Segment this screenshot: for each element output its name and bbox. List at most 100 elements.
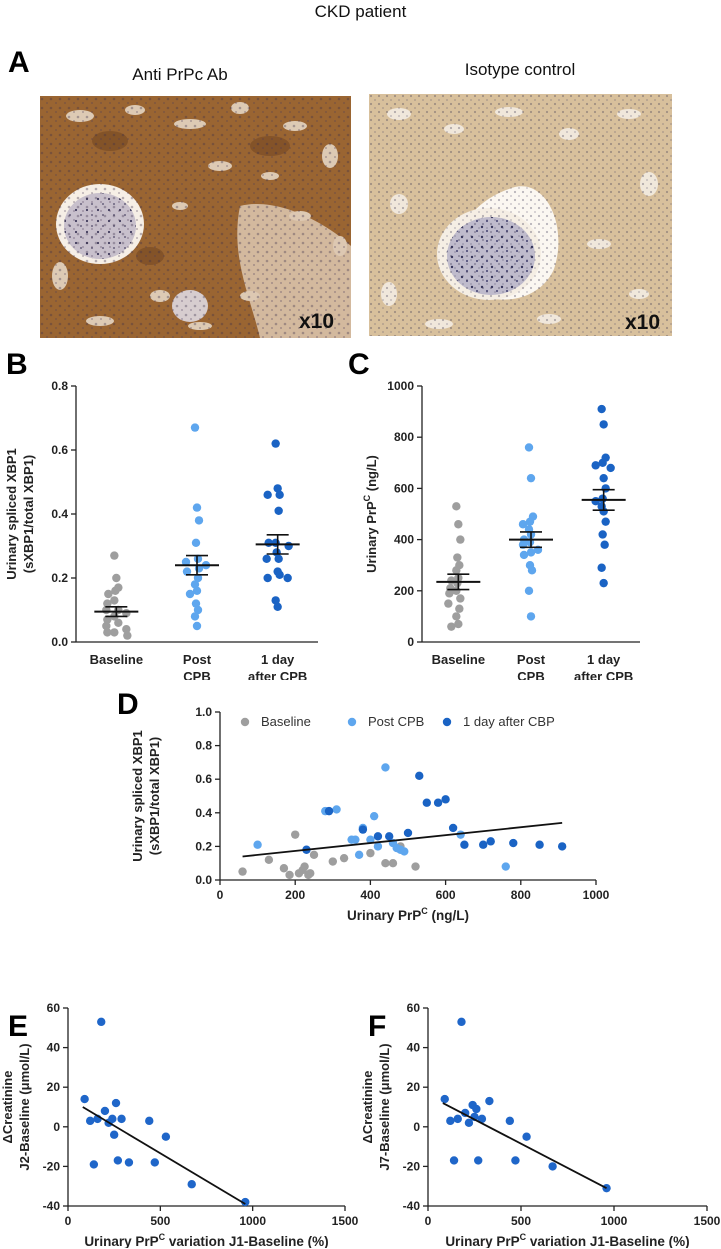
y-tick-label: 0.8: [51, 379, 68, 393]
panel-c-label: C: [348, 348, 370, 381]
data-point: [187, 1180, 196, 1189]
data-point: [597, 404, 606, 414]
y-axis-label-line1: ΔCreatinine: [360, 1071, 375, 1144]
y-tick-label: 0.0: [51, 635, 68, 649]
x-axis-label: Urinary PrPC variation J1-Baseline (%): [84, 1232, 328, 1248]
y-tick-label: 800: [394, 430, 414, 444]
category-label-line2: after CPB: [574, 669, 633, 680]
panel-a-label: A: [8, 46, 30, 79]
y-axis-label-line1: Urinary spliced XBP1: [4, 448, 19, 580]
data-point: [110, 628, 119, 637]
y-axis-label-line2: J2-Baseline (μmol/L): [17, 1043, 32, 1170]
y-tick-label: 0.4: [51, 507, 68, 521]
data-point: [190, 423, 200, 432]
chart-f: -40 -20 0 20 40 60 0 500 1000 1500 ΔCreatinine J7-B…: [360, 1001, 720, 1248]
data-point: [263, 490, 272, 499]
data-point: [415, 771, 424, 781]
histology-isotype-drawing: [369, 94, 672, 336]
data-point: [273, 484, 282, 493]
data-point: [524, 443, 534, 452]
data-point: [354, 850, 364, 859]
y-axis-label-mu: μ: [377, 1082, 392, 1090]
x-tick-label: 1000: [601, 1214, 628, 1228]
data-point: [104, 589, 113, 599]
data-point: [161, 1132, 171, 1141]
y-axis-label-line2: J7-Baseline (μmol/L): [377, 1043, 392, 1170]
data-point: [263, 573, 272, 583]
data-point: [599, 507, 608, 516]
data-point: [358, 825, 368, 834]
y-axis-label-line1: Urinary spliced XBP1: [130, 730, 145, 862]
data-point: [112, 573, 121, 583]
y-tick-label: -20: [403, 1159, 421, 1173]
x-tick-label: 1000: [583, 888, 610, 902]
data-point: [501, 862, 510, 871]
chart-c: 0 200 400 600 800 1000 Urinary PrPC (ng/L) Base…: [362, 379, 640, 680]
data-point: [351, 835, 360, 844]
y-tick-label: 20: [407, 1080, 421, 1094]
data-point: [366, 848, 375, 858]
data-point: [110, 551, 119, 560]
data-point: [456, 594, 465, 603]
data-point: [192, 503, 202, 512]
data-point: [111, 1098, 121, 1108]
data-point: [449, 1156, 459, 1165]
data-point: [190, 580, 200, 589]
data-point: [472, 1104, 481, 1114]
data-point: [422, 798, 431, 807]
x-tick-label: 400: [360, 888, 380, 902]
y-axis-label-main: Urinary PrP: [364, 501, 379, 573]
y-axis-label-unit-prefix: J7-Baseline (: [377, 1090, 392, 1171]
x-tick-label: 1000: [239, 1214, 266, 1228]
data-point: [600, 540, 609, 549]
data-point: [455, 604, 464, 613]
data-point: [275, 570, 284, 579]
data-point: [509, 838, 518, 848]
y-axis-label-superscript: C: [362, 494, 372, 501]
x-tick-label: 500: [511, 1214, 531, 1228]
data-point: [306, 869, 315, 878]
data-point: [103, 599, 112, 608]
data-point: [433, 798, 443, 807]
data-point: [526, 548, 536, 557]
data-point: [526, 473, 536, 483]
data-point: [150, 1158, 159, 1167]
data-point: [100, 1106, 110, 1116]
data-point: [591, 461, 600, 470]
data-point: [526, 612, 536, 621]
data-point: [273, 602, 282, 611]
histology-anti-prpc-drawing: [40, 96, 351, 338]
data-point: [454, 520, 463, 529]
x-tick-label: 0: [217, 888, 224, 902]
histology-anti-prpc-image: [40, 96, 351, 338]
data-point: [285, 870, 294, 880]
data-point: [453, 553, 462, 562]
data-point: [97, 1017, 106, 1027]
category-label-line2: CPB: [183, 669, 210, 680]
data-point: [114, 618, 123, 627]
y-tick-label: 40: [47, 1041, 61, 1055]
data-point: [403, 828, 413, 838]
data-point: [103, 628, 112, 637]
data-point: [601, 517, 610, 526]
data-point: [191, 599, 201, 608]
y-tick-label: 0.2: [51, 571, 68, 585]
data-point: [447, 622, 456, 631]
data-point: [192, 586, 202, 595]
data-point: [448, 823, 458, 833]
x-axis-label-main: Urinary PrP: [347, 908, 421, 923]
y-axis-label: Urinary PrPC (ng/L): [362, 455, 379, 573]
x-tick-label: 800: [511, 888, 531, 902]
data-point: [182, 567, 192, 576]
y-tick-label: 60: [47, 1001, 61, 1015]
data-point: [373, 842, 383, 851]
data-point: [275, 490, 284, 499]
y-tick-label: 40: [407, 1041, 421, 1055]
data-point: [456, 535, 465, 544]
category-label-line1: 1 day: [587, 652, 621, 667]
data-point: [485, 1096, 494, 1106]
x-tick-label: 600: [436, 888, 456, 902]
y-tick-label: 0.2: [195, 839, 212, 853]
data-point: [328, 857, 337, 866]
data-point: [606, 463, 615, 473]
